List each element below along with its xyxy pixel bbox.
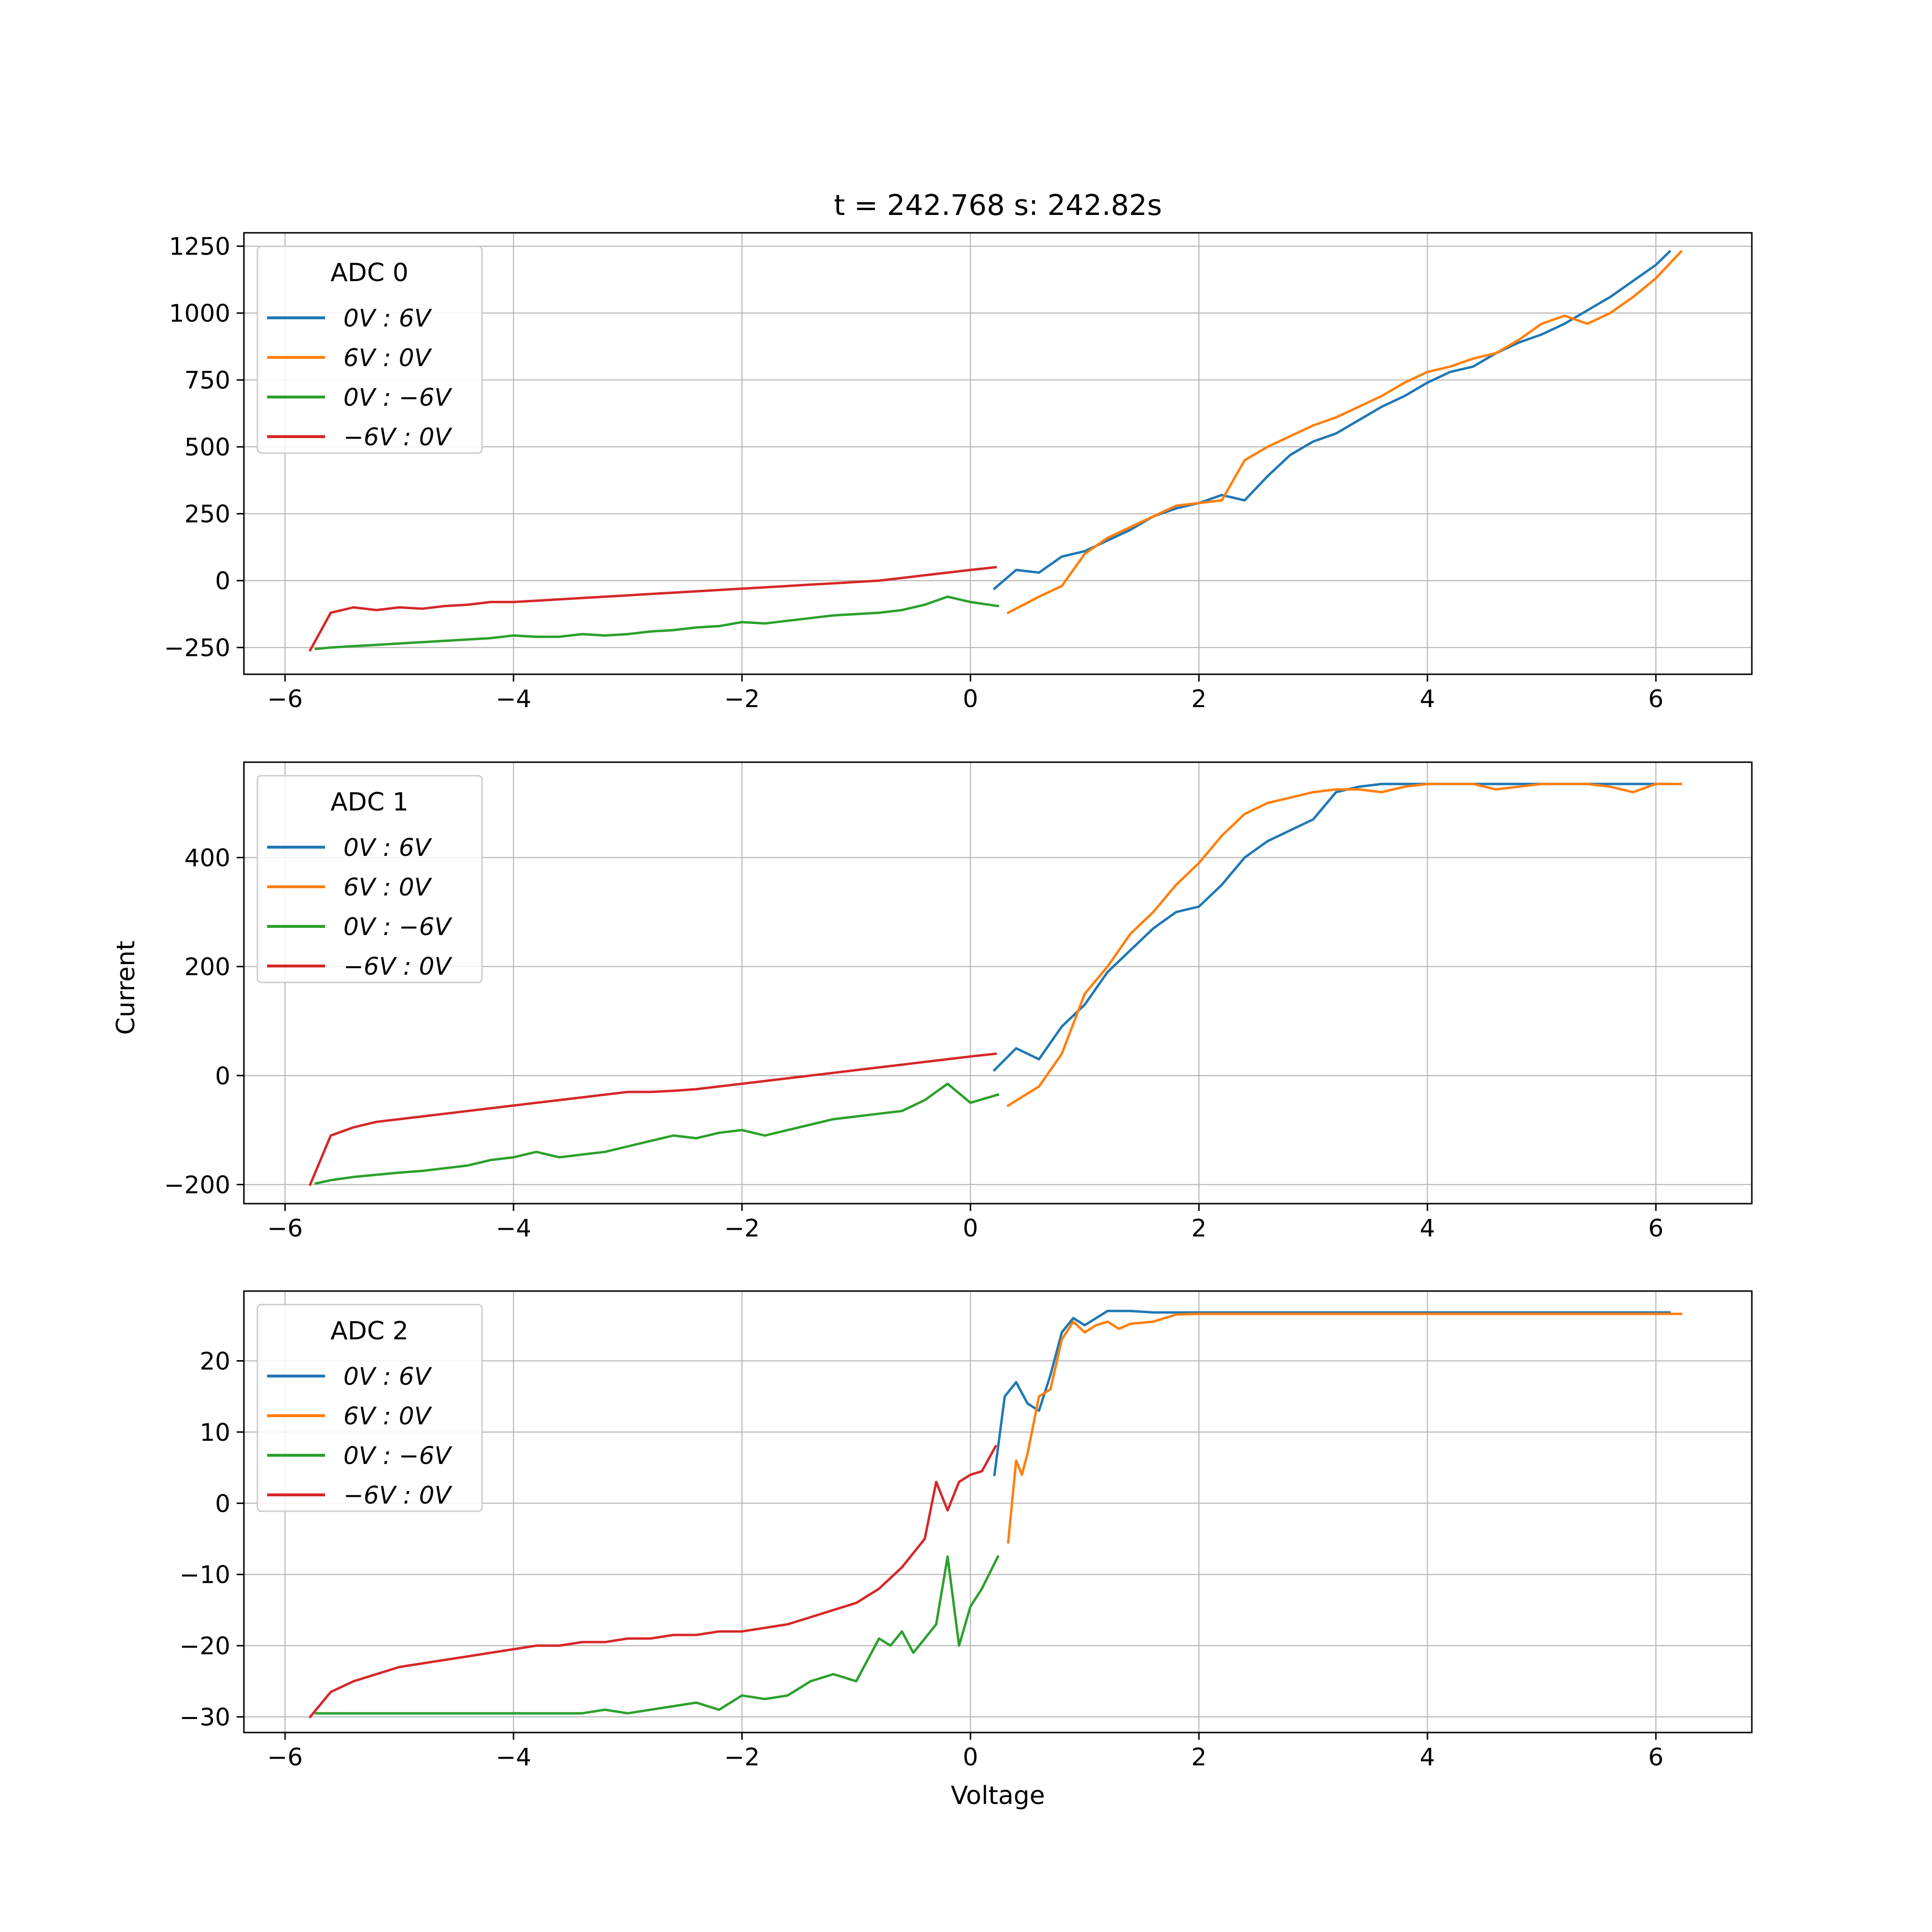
legend-label: −6V : 0V — [343, 1481, 453, 1509]
y-tick-label: 20 — [199, 1347, 230, 1375]
series-line-0 — [993, 250, 1672, 591]
x-tick-label: 4 — [1420, 1214, 1435, 1242]
legend-label: 0V : 6V — [343, 1363, 432, 1391]
grid — [244, 1291, 1752, 1733]
x-tick-label: 0 — [963, 1743, 978, 1771]
series-line-1 — [1006, 250, 1683, 614]
y-tick-label: −30 — [179, 1704, 230, 1732]
legend-title: ADC 1 — [330, 788, 409, 817]
legend-box — [256, 245, 483, 454]
series-line-1 — [1006, 782, 1682, 1108]
x-tick-label: −2 — [724, 1214, 760, 1242]
subplot-adc-1: −6 −4 −2 0 2 4 6 −200 0 200 400 ADC 1 0V : 6V 6V : 0V… — [164, 761, 1753, 1242]
legend-label: 0V : 6V — [343, 304, 432, 332]
series-line-2 — [314, 595, 999, 651]
x-tick-label: 2 — [1191, 1214, 1207, 1242]
y-tick-label: 0 — [215, 1062, 230, 1090]
series-line-3 — [308, 1445, 997, 1719]
x-tick-label: −2 — [724, 685, 760, 713]
x-tick-label: 2 — [1191, 1743, 1207, 1771]
legend-label: 0V : −6V — [343, 384, 453, 412]
x-tick-label: 4 — [1420, 685, 1435, 713]
x-tick-label: −6 — [267, 685, 303, 713]
x-tick-label: −4 — [496, 1743, 531, 1771]
x-tick-label: 6 — [1648, 1743, 1663, 1771]
legend: ADC 0 0V : 6V 6V : 0V 0V : −6V −6V : 0V — [256, 245, 483, 454]
grid — [244, 233, 1752, 674]
figure-title: t = 242.768 s: 242.82s — [834, 188, 1162, 222]
x-axis-label: Voltage — [951, 1781, 1045, 1810]
series-line-3 — [308, 1052, 997, 1186]
y-tick-label: 750 — [185, 367, 230, 395]
legend-label: −6V : 0V — [343, 423, 453, 451]
y-tick-label: 10 — [199, 1419, 230, 1447]
series-line-3 — [308, 566, 997, 652]
legend-box — [256, 1304, 483, 1512]
legend-label: 6V : 0V — [343, 344, 432, 372]
y-tick-label: 1250 — [169, 233, 230, 261]
x-tick-label: −4 — [496, 1214, 531, 1242]
legend-label: 0V : 6V — [343, 834, 432, 862]
series-line-2 — [314, 1082, 1000, 1185]
legend: ADC 2 0V : 6V 6V : 0V 0V : −6V −6V : 0V — [256, 1304, 483, 1512]
y-tick-label: −20 — [179, 1632, 230, 1660]
y-tick-label: 250 — [185, 500, 230, 528]
legend-box — [256, 775, 483, 983]
legend-label: 6V : 0V — [343, 1402, 432, 1430]
legend-label: 0V : −6V — [343, 1442, 453, 1470]
y-tick-label: 500 — [185, 433, 230, 461]
x-tick-label: −2 — [724, 1743, 760, 1771]
y-tick-label: 200 — [185, 953, 230, 981]
x-tick-label: −6 — [267, 1214, 303, 1242]
y-axis-label: Current — [112, 940, 141, 1035]
legend-label: 0V : −6V — [343, 913, 453, 941]
legend-title: ADC 2 — [330, 1317, 409, 1346]
legend: ADC 1 0V : 6V 6V : 0V 0V : −6V −6V : 0V — [256, 775, 483, 983]
x-tick-label: −4 — [496, 685, 531, 713]
x-tick-label: 6 — [1648, 685, 1663, 713]
x-tick-label: 6 — [1648, 1214, 1663, 1242]
axes-frame — [243, 232, 1753, 675]
legend-label: 6V : 0V — [343, 873, 432, 901]
x-tick-label: 0 — [963, 685, 978, 713]
series-line-1 — [1007, 1312, 1682, 1544]
y-tick-label: −200 — [164, 1171, 230, 1199]
y-tick-label: 400 — [185, 844, 230, 872]
axes-frame — [243, 761, 1753, 1205]
x-tick-label: −6 — [267, 1743, 303, 1771]
subplot-adc-0: −6 −4 −2 0 2 4 6 −250 0 250 500 750 1000 1250 ADC 0 0V … — [164, 232, 1753, 713]
y-tick-label: 1000 — [169, 299, 230, 327]
x-tick-label: 2 — [1191, 685, 1207, 713]
axes-frame — [243, 1290, 1753, 1733]
y-tick-label: −10 — [179, 1561, 230, 1589]
x-tick-label: 0 — [963, 1214, 978, 1242]
y-tick-label: 0 — [215, 567, 230, 595]
legend-title: ADC 0 — [330, 258, 409, 287]
legend-label: −6V : 0V — [343, 952, 453, 980]
series-line-2 — [314, 1555, 1000, 1715]
y-tick-label: 0 — [215, 1490, 230, 1518]
y-tick-label: −250 — [164, 634, 230, 662]
x-tick-label: 4 — [1420, 1743, 1435, 1771]
